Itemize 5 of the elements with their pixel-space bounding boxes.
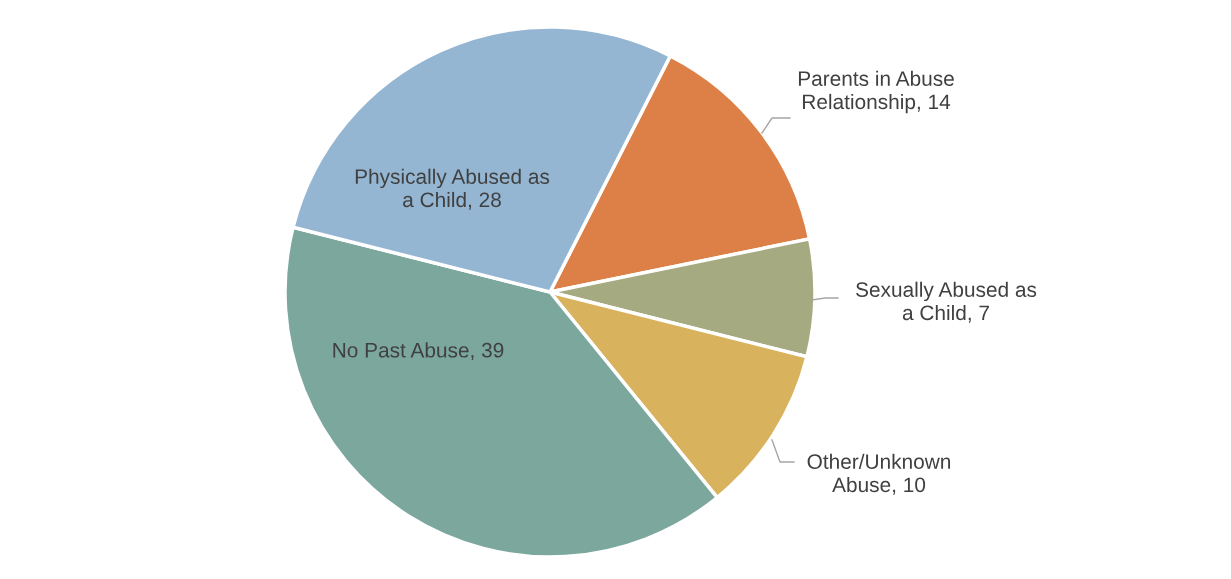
slice-label: Other/Unknown Abuse, 10 [807, 453, 951, 495]
slice-label: Sexually Abused as a Child, 7 [856, 281, 1037, 323]
slice-label: No Past Abuse, 39 [333, 342, 504, 361]
slice-label: Parents in Abuse Relationship, 14 [798, 70, 954, 114]
slice-label: Physically Abused as a Child, 28 [355, 168, 550, 210]
